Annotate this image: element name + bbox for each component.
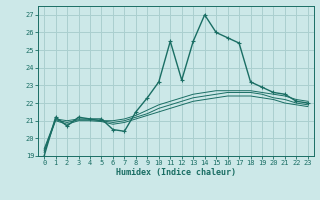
X-axis label: Humidex (Indice chaleur): Humidex (Indice chaleur)	[116, 168, 236, 177]
